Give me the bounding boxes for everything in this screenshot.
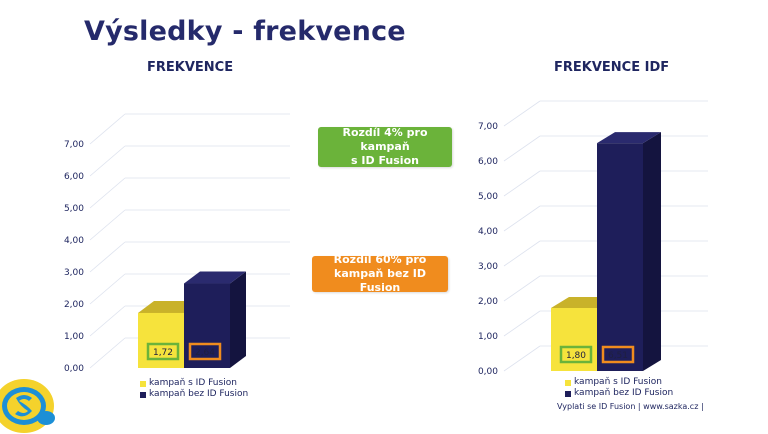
right-value-box-0	[559, 345, 593, 364]
left-bar-1	[184, 283, 230, 368]
right-ytick-label: 7,00	[478, 122, 498, 132]
legend-label: kampaň s ID Fusion	[574, 377, 662, 387]
legend-swatch-yellow	[140, 380, 146, 387]
right-bar-1	[597, 143, 643, 371]
left-grid-diagonal	[89, 209, 126, 241]
right-ytick-label: 6,00	[478, 157, 498, 167]
note-orange-callout: Rozdíl 60% pro kampaň bez ID Fusion	[312, 253, 448, 294]
left-grid-diagonal	[89, 337, 126, 369]
note-green-callout: Rozdíl 4% pro kampaň s ID Fusion	[318, 126, 452, 167]
legend-label: kampaň s ID Fusion	[149, 378, 237, 388]
left-grid-diagonal	[89, 305, 126, 337]
left-ytick-label: 1,00	[64, 332, 84, 342]
legend-item: kampaň bez ID Fusion	[565, 388, 673, 399]
legend-swatch-navy	[565, 390, 571, 397]
right-bar-side-1	[643, 132, 661, 371]
chart-title-frekvence-idf: FREKVENCE IDF	[554, 60, 670, 75]
legend-item: kampaň bez ID Fusion	[140, 389, 248, 400]
legend-item: kampaň s ID Fusion	[140, 378, 248, 389]
left-ytick-label: 6,00	[64, 172, 84, 182]
left-bar-side-1	[230, 271, 246, 368]
legend-label: kampaň bez ID Fusion	[574, 388, 674, 398]
right-grid-diagonal	[503, 205, 541, 232]
right-grid-diagonal	[503, 345, 541, 372]
legend-swatch-yellow	[565, 379, 571, 386]
right-ytick-label: 0,00	[478, 367, 498, 377]
right-value-label-0: 1,80	[566, 351, 586, 361]
note-orange-line1: Rozdíl 60% pro	[333, 253, 427, 266]
left-value-box-0	[146, 342, 180, 361]
note-orange-line2: kampaň bez ID Fusion	[334, 267, 426, 294]
legend-frekvence: kampaň s ID Fusion kampaň bez ID Fusion	[140, 378, 248, 400]
legend-frekvence-idf: kampaň s ID Fusion kampaň bez ID Fusion	[565, 377, 673, 399]
left-ytick-label: 7,00	[64, 140, 84, 150]
legend-label: kampaň bez ID Fusion	[149, 389, 249, 399]
right-ytick-label: 1,00	[478, 332, 498, 342]
note-green-line1: Rozdíl 4% pro kampaň	[342, 126, 428, 153]
left-value-label-1: 2,64	[195, 348, 215, 358]
right-grid-diagonal	[503, 100, 541, 127]
right-bar-top-1	[597, 132, 661, 144]
left-ytick-label: 0,00	[64, 364, 84, 374]
right-grid-diagonal	[503, 170, 541, 197]
right-grid-diagonal	[503, 275, 541, 302]
left-grid-diagonal	[89, 273, 126, 305]
left-grid-diagonal	[89, 241, 126, 273]
left-ytick-label: 5,00	[64, 204, 84, 214]
left-grid-diagonal	[89, 177, 126, 209]
left-value-label-0: 1,72	[153, 348, 173, 358]
note-green-line2: s ID Fusion	[351, 154, 419, 167]
right-ytick-label: 5,00	[478, 192, 498, 202]
legend-swatch-navy	[140, 391, 146, 398]
left-grid-diagonal	[89, 145, 126, 177]
left-value-box-1	[188, 342, 222, 361]
right-grid-diagonal	[503, 135, 541, 162]
slide-title: Výsledky - frekvence	[84, 16, 406, 47]
right-grid-diagonal	[503, 310, 541, 337]
legend-item: kampaň s ID Fusion	[565, 377, 673, 388]
left-grid-diagonal	[89, 113, 126, 145]
right-ytick-label: 3,00	[478, 262, 498, 272]
left-ytick-label: 2,00	[64, 300, 84, 310]
right-ytick-label: 4,00	[478, 227, 498, 237]
footer-text: Vyplati se ID Fusion | www.sazka.cz |	[557, 402, 704, 411]
right-bar-0	[551, 308, 597, 371]
right-ytick-label: 2,00	[478, 297, 498, 307]
right-value-label-1: 6,51	[608, 351, 628, 361]
left-bar-top-1	[184, 271, 246, 284]
right-value-box-1	[601, 345, 635, 364]
left-ytick-label: 4,00	[64, 236, 84, 246]
chart-title-frekvence: FREKVENCE	[147, 60, 234, 75]
right-grid-diagonal	[503, 240, 541, 267]
sazka-logo-icon	[0, 379, 55, 433]
left-ytick-label: 3,00	[64, 268, 84, 278]
